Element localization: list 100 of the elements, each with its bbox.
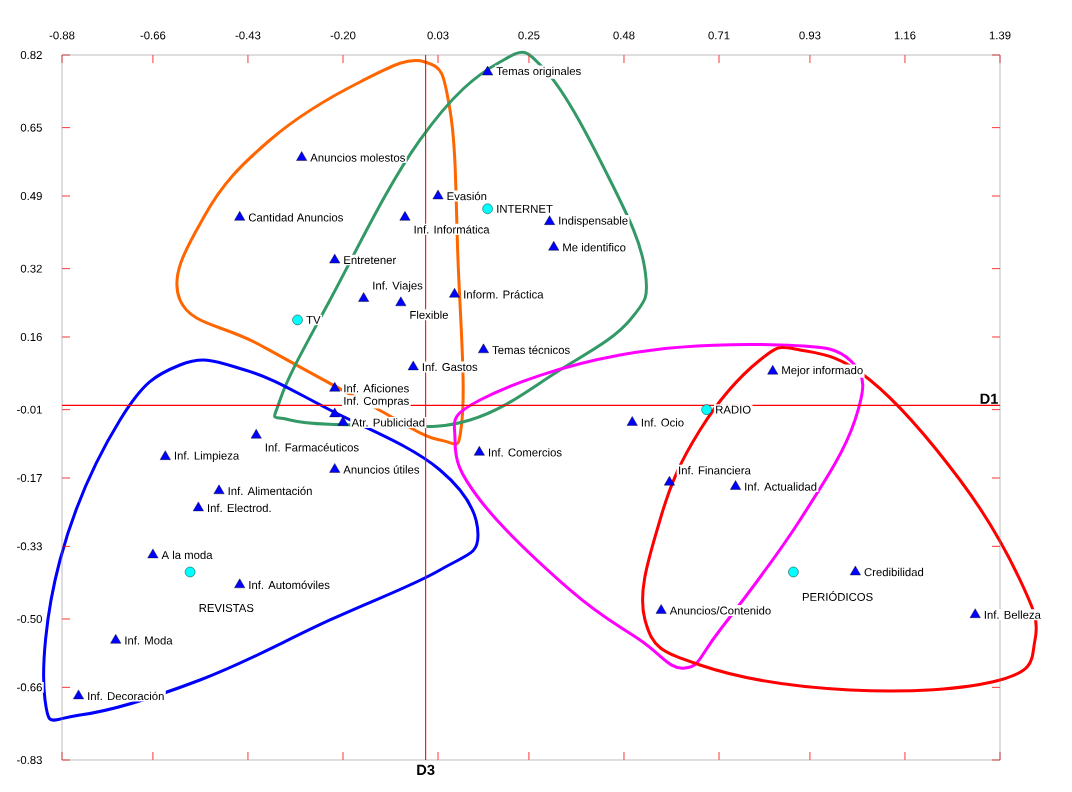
annotation: Credibilidad xyxy=(864,567,924,577)
point xyxy=(969,608,981,618)
annotation: Inf. Electrod. xyxy=(208,503,271,513)
annotation: Anuncios útiles xyxy=(343,465,420,474)
annotation: Inf. Aficiones xyxy=(344,384,409,393)
point xyxy=(296,151,308,161)
x-tick-label: -0.66 xyxy=(140,31,166,40)
annotation: Inf. Moda xyxy=(125,636,173,645)
point xyxy=(337,416,349,426)
y-tick-label: -0.01 xyxy=(17,405,42,414)
point xyxy=(395,296,407,307)
point xyxy=(730,480,741,490)
annotation: Inf. Compras xyxy=(344,396,409,408)
annotation: Inf. Comercios xyxy=(489,448,562,457)
annotation: RADIO xyxy=(716,405,751,414)
point xyxy=(548,241,560,251)
point xyxy=(767,364,779,375)
point xyxy=(192,501,204,512)
annotation: Inf. Decoración xyxy=(88,691,164,701)
annotation: Anuncios/Contenido xyxy=(669,606,771,615)
point xyxy=(234,211,246,221)
y-tick-label: -0.33 xyxy=(17,542,42,551)
x-tick-label: 0.03 xyxy=(427,31,449,40)
annotation: Evasión xyxy=(447,191,487,201)
annotation: Indispensable xyxy=(559,216,628,227)
x-tick-label: 0.25 xyxy=(518,31,540,40)
annotation: Inf. Ocio xyxy=(641,418,684,427)
annotation: Inf. Actualidad xyxy=(745,482,817,491)
y-tick-label: 0.32 xyxy=(20,264,42,273)
point xyxy=(358,292,370,302)
annotation: Flexible xyxy=(410,310,448,319)
y-tick-label: -0.17 xyxy=(17,473,42,482)
point xyxy=(147,548,159,559)
annotation: Inf. Viajes xyxy=(373,281,423,292)
annotation: Entretener xyxy=(344,256,397,265)
annotation: Inform. Práctica xyxy=(464,290,544,299)
annotation: Inf. Belleza xyxy=(984,610,1041,619)
annotation: REVISTAS xyxy=(199,603,254,612)
point xyxy=(184,566,196,578)
x-tick-label: -0.43 xyxy=(235,31,261,40)
annotation: Inf. Informática xyxy=(414,225,490,234)
point xyxy=(110,634,122,644)
y-tick-label: 0.16 xyxy=(20,332,42,341)
point xyxy=(399,211,411,221)
point xyxy=(473,446,485,456)
point xyxy=(159,450,171,460)
point xyxy=(655,604,667,614)
y-tick-label: -0.83 xyxy=(17,755,42,764)
x-tick-label: 0.93 xyxy=(799,31,821,40)
point xyxy=(482,65,494,76)
point xyxy=(73,689,84,700)
annotation: Atr. Publicidad xyxy=(351,418,425,427)
point xyxy=(478,343,489,354)
point xyxy=(292,314,303,326)
y-tick-label: 0.49 xyxy=(20,191,42,200)
point xyxy=(664,476,675,486)
point xyxy=(482,203,493,215)
point xyxy=(213,484,225,495)
annotation: Inf. Gastos xyxy=(422,362,478,372)
ref-line-label: D1 xyxy=(980,393,998,404)
x-tick-label: 0.48 xyxy=(613,31,635,40)
point xyxy=(432,189,444,200)
point xyxy=(329,382,341,392)
annotation: Inf. Automóviles xyxy=(249,580,330,590)
annotation: Inf. Limpieza xyxy=(174,451,240,462)
x-tick-label: -0.88 xyxy=(49,31,75,40)
point xyxy=(849,565,861,576)
annotation: Inf. Financiera xyxy=(679,466,751,475)
y-tick-label: -0.50 xyxy=(17,614,42,623)
point xyxy=(234,578,246,589)
annotation: TV xyxy=(306,316,321,324)
point xyxy=(329,463,341,473)
annotation: INTERNET xyxy=(497,204,553,213)
point xyxy=(449,288,460,298)
y-tick-label: -0.66 xyxy=(17,683,42,692)
point xyxy=(329,407,341,418)
annotation: Inf. Farmacéuticos xyxy=(265,443,359,452)
point xyxy=(626,416,638,426)
annotation: Temas originales xyxy=(496,66,581,78)
annotation: PERIÓDICOS xyxy=(802,591,873,601)
annotation: Anuncios molestos xyxy=(310,153,405,162)
annotation: A la moda xyxy=(161,550,213,560)
annotation: Inf. Alimentación xyxy=(228,486,312,496)
annotation: Temas técnicos xyxy=(492,345,570,355)
point xyxy=(250,429,262,439)
x-tick-label: 1.39 xyxy=(989,31,1011,40)
x-tick-label: 1.16 xyxy=(894,31,916,40)
point xyxy=(701,404,712,415)
y-tick-label: 0.65 xyxy=(20,123,42,132)
annotation: Me identifico xyxy=(563,243,626,252)
x-tick-label: 0.71 xyxy=(708,31,730,40)
x-tick-label: -0.20 xyxy=(330,31,356,40)
point xyxy=(407,360,419,371)
point xyxy=(788,566,799,578)
annotation: Mejor informado xyxy=(782,365,863,377)
point xyxy=(329,253,341,264)
annotation: Cantidad Anuncios xyxy=(248,213,343,222)
point xyxy=(544,215,555,225)
y-tick-label: 0.82 xyxy=(20,51,42,60)
ref-line-label: D3 xyxy=(417,764,435,776)
